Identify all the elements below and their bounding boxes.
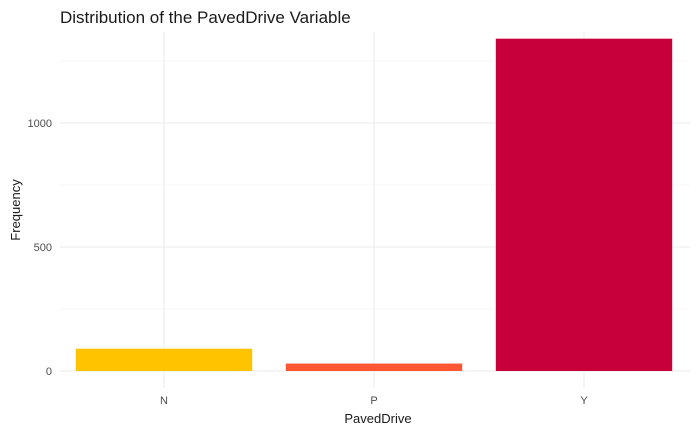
bar-n	[75, 348, 253, 371]
x-tick-label: P	[370, 395, 377, 407]
y-tick-label: 500	[34, 242, 52, 254]
x-axis-title: PavedDrive	[344, 411, 411, 426]
y-tick-label: 1000	[28, 118, 52, 130]
y-axis-ticks: 0 500 1000	[28, 118, 52, 378]
chart-title: Distribution of the PavedDrive Variable	[60, 8, 351, 27]
x-tick-label: Y	[580, 395, 588, 407]
y-tick-label: 0	[46, 366, 52, 378]
bars	[75, 38, 673, 372]
bar-p	[285, 363, 463, 371]
bar-y	[495, 38, 673, 372]
y-axis-title: Frequency	[8, 179, 23, 241]
x-tick-label: N	[160, 395, 168, 407]
